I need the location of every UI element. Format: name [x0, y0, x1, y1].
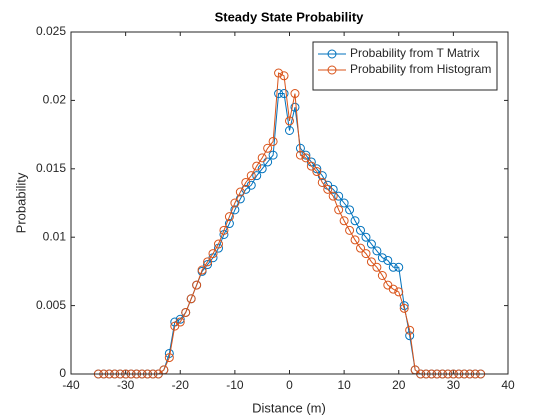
marker	[274, 68, 284, 78]
marker	[306, 161, 316, 171]
marker	[263, 143, 273, 153]
marker	[350, 235, 360, 245]
marker	[301, 153, 311, 163]
marker	[175, 317, 185, 327]
marker	[192, 280, 202, 290]
legend-marker	[327, 65, 337, 75]
y-tick-label: 0.01	[43, 229, 67, 243]
x-tick-label: -20	[172, 378, 190, 392]
marker	[361, 232, 371, 242]
y-tick-label: 0.025	[36, 24, 66, 38]
marker	[405, 325, 415, 335]
marker	[366, 239, 376, 249]
marker	[366, 257, 376, 267]
marker	[235, 187, 245, 197]
x-axis-label: Distance (m)	[252, 400, 326, 415]
marker	[356, 243, 366, 253]
legend-label: Probability from Histogram	[350, 62, 491, 76]
marker	[345, 225, 355, 235]
marker	[285, 125, 294, 135]
x-tick-label: 30	[447, 378, 461, 392]
marker	[339, 198, 349, 208]
legend-marker	[327, 49, 337, 59]
marker	[350, 216, 360, 226]
y-axis-label: Probability	[13, 172, 28, 233]
y-tick-label: 0.02	[43, 93, 67, 107]
y-tick-label: 0	[59, 366, 66, 380]
marker	[285, 116, 294, 126]
marker	[312, 167, 322, 177]
marker	[197, 265, 207, 275]
marker	[317, 177, 327, 187]
marker	[394, 287, 404, 297]
marker	[274, 89, 284, 99]
marker	[203, 260, 213, 270]
axes-box	[70, 31, 509, 375]
x-tick-label: -10	[226, 378, 244, 392]
marker	[246, 171, 256, 181]
marker	[224, 219, 234, 229]
x-tick-label: 20	[392, 378, 406, 392]
y-tick-label: 0.015	[36, 161, 66, 175]
marker	[230, 198, 240, 208]
marker	[219, 225, 229, 235]
chart-title: Steady State Probability	[215, 9, 365, 24]
marker	[328, 184, 338, 194]
x-tick-label: 0	[286, 378, 293, 392]
x-tick-label: -40	[62, 378, 80, 392]
x-tick-label: -30	[117, 378, 135, 392]
marker	[164, 353, 174, 363]
marker	[186, 294, 196, 304]
marker	[372, 262, 382, 272]
marker	[334, 191, 344, 201]
marker	[252, 161, 262, 171]
marker	[301, 150, 311, 160]
marker	[279, 89, 289, 99]
marker	[213, 239, 223, 249]
legend-label: Probability from T Matrix	[350, 46, 480, 60]
marker	[383, 255, 393, 265]
marker	[394, 262, 404, 272]
marker	[372, 246, 382, 256]
legend: Probability from T Matrix Probability fro…	[312, 41, 498, 91]
legend-box	[312, 41, 498, 91]
marker	[208, 249, 218, 259]
marker	[377, 271, 387, 281]
marker	[175, 314, 185, 324]
series-line	[98, 72, 481, 375]
marker	[246, 180, 256, 190]
marker	[224, 212, 234, 222]
marker	[399, 303, 409, 313]
marker	[312, 164, 322, 174]
x-tick-label: 40	[501, 378, 515, 392]
marker	[290, 102, 300, 112]
marker	[241, 177, 251, 187]
marker	[268, 150, 278, 160]
marker	[279, 71, 289, 81]
marker	[339, 216, 349, 226]
marker	[290, 89, 300, 99]
marker	[334, 205, 344, 215]
marker	[230, 205, 240, 215]
marker	[361, 249, 371, 259]
marker	[377, 253, 387, 263]
marker	[268, 136, 278, 146]
marker	[356, 225, 366, 235]
marker	[257, 153, 267, 163]
y-tick-label: 0.005	[36, 298, 66, 312]
marker	[388, 284, 398, 294]
marker	[328, 191, 338, 201]
marker	[203, 257, 213, 267]
marker	[181, 307, 191, 317]
marker	[345, 205, 355, 215]
x-tick-label: 10	[337, 378, 351, 392]
marker	[323, 184, 333, 194]
marker	[388, 262, 398, 272]
marker	[257, 164, 267, 174]
marker	[295, 150, 305, 160]
marker	[252, 171, 262, 181]
